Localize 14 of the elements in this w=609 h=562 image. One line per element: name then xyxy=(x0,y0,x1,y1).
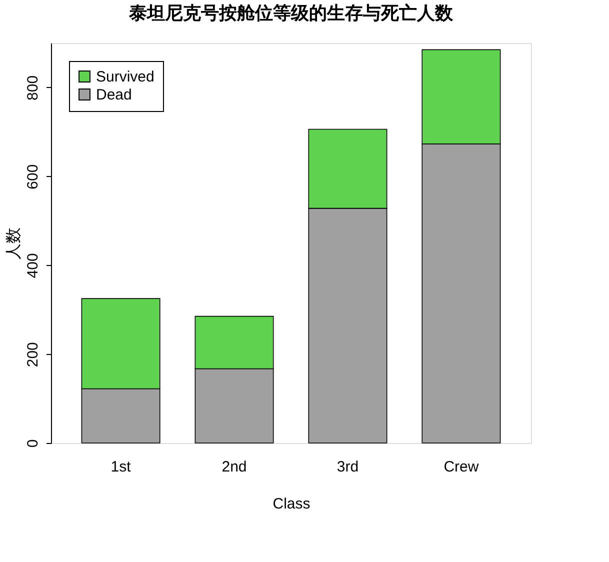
y-tick-label: 0 xyxy=(24,439,42,448)
x-tick-label: Crew xyxy=(444,458,479,476)
y-tick-label: 400 xyxy=(24,253,42,278)
legend-label: Dead xyxy=(96,86,132,104)
y-tick-label: 800 xyxy=(24,75,42,100)
x-axis-title: Class xyxy=(272,496,310,512)
x-tick-label: 2nd xyxy=(222,458,247,476)
y-axis-title: 人数 xyxy=(4,228,22,260)
x-tick-label: 3rd xyxy=(336,458,359,476)
y-tick-label: 200 xyxy=(24,342,42,368)
y-tick-label: 600 xyxy=(24,164,42,190)
legend-label: Survived xyxy=(96,68,154,86)
chart-title: 泰坦尼克号按舱位等级的生存与死亡人数 xyxy=(128,3,454,24)
x-tick-label: 1st xyxy=(110,458,132,476)
